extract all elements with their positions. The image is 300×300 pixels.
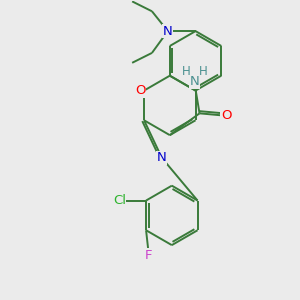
Text: N: N: [157, 152, 167, 164]
Text: N: N: [190, 75, 200, 88]
Text: O: O: [135, 84, 146, 97]
Text: F: F: [144, 248, 152, 262]
Text: O: O: [221, 109, 232, 122]
Text: H: H: [199, 65, 208, 78]
Text: H: H: [182, 65, 191, 78]
Text: N: N: [163, 25, 173, 38]
Text: Cl: Cl: [113, 194, 126, 207]
